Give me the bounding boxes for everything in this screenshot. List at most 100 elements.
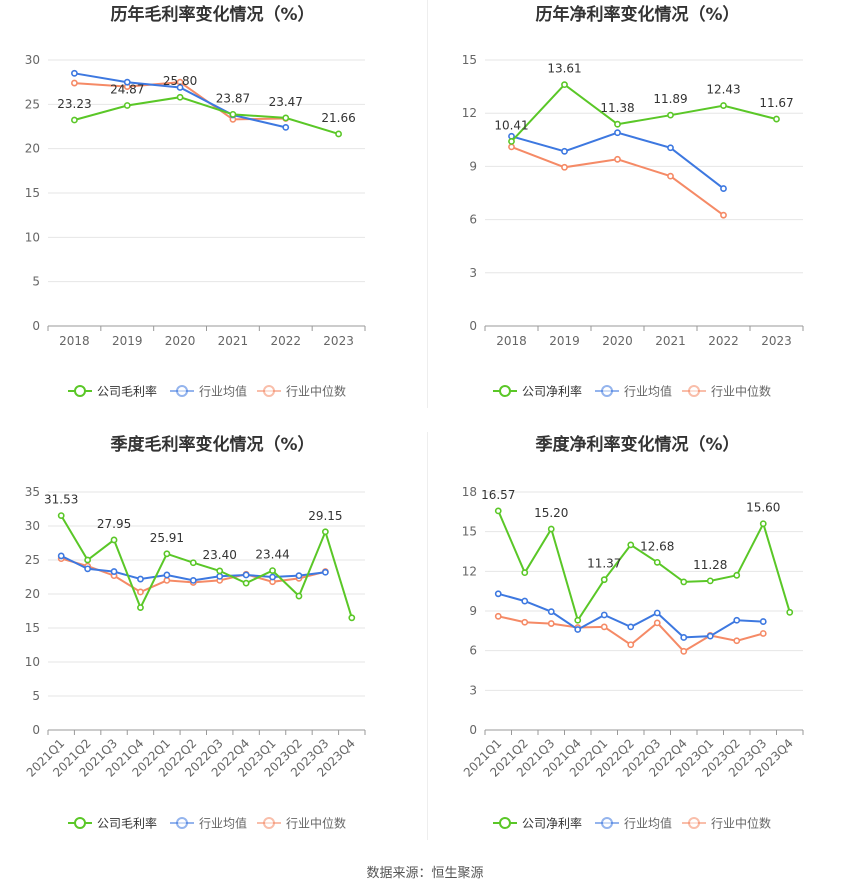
data-point (653, 558, 661, 566)
y-tick-label: 15 (462, 525, 477, 539)
data-label: 15.20 (534, 506, 568, 520)
legend-swatch-marker (499, 385, 511, 397)
y-tick-label: 18 (462, 485, 477, 499)
data-point (508, 143, 515, 151)
y-tick-label: 3 (469, 266, 477, 280)
data-point (561, 147, 568, 155)
y-tick-label: 30 (25, 519, 40, 533)
legend-item-1: 行业均值 (170, 816, 247, 831)
data-label: 24.87 (110, 82, 144, 96)
vertical-divider-bottom (427, 432, 428, 840)
data-label: 23.87 (216, 91, 250, 105)
data-point (189, 559, 197, 567)
y-tick-label: 15 (462, 53, 477, 67)
data-point (321, 528, 329, 536)
legend-label: 行业中位数 (286, 384, 346, 399)
data-label: 11.37 (587, 557, 621, 571)
legend-label: 行业均值 (624, 816, 672, 831)
data-point (680, 634, 688, 641)
x-tick-label: 2022 (270, 334, 301, 348)
x-tick-label: 2021 (218, 334, 249, 348)
data-point (242, 571, 250, 579)
legend-swatch-marker (688, 385, 700, 397)
y-tick-label: 0 (469, 319, 477, 333)
data-label: 12.43 (706, 83, 740, 97)
data-label: 23.44 (255, 548, 289, 562)
legend-swatch-marker (601, 817, 613, 829)
data-point (163, 571, 171, 579)
chart-title: 季度毛利率变化情况（%） (110, 434, 314, 455)
data-point (163, 576, 171, 584)
vertical-divider-top (427, 0, 428, 408)
data-point (348, 614, 356, 622)
data-label: 11.28 (693, 558, 727, 572)
y-tick-label: 0 (32, 319, 40, 333)
x-tick-label: 2019 (112, 334, 143, 348)
data-point (71, 116, 78, 124)
data-point (574, 616, 582, 624)
annual-gross-margin-chart: 历年毛利率变化情况（%） 0 5 10 15 20 25 30 2018 2019 2020 2021… (0, 0, 425, 415)
data-point (706, 632, 714, 640)
data-point (521, 618, 529, 626)
data-point (163, 550, 171, 558)
data-label: 23.23 (57, 97, 91, 111)
data-point (229, 110, 237, 118)
data-label: 11.38 (600, 101, 634, 115)
data-label: 11.67 (759, 96, 793, 110)
data-label: 29.15 (308, 509, 342, 523)
data-label: 21.66 (321, 111, 355, 125)
data-point (282, 123, 290, 131)
data-point (653, 619, 661, 627)
data-point (494, 507, 502, 515)
data-label: 10.41 (494, 118, 528, 132)
legend-swatch-marker (263, 385, 275, 397)
legend-label: 公司净利率 (522, 816, 582, 831)
data-label: 25.91 (150, 531, 184, 545)
x-tick-label: 2023 (323, 334, 354, 348)
y-tick-label: 30 (25, 53, 40, 67)
data-label: 31.53 (44, 493, 78, 507)
y-tick-label: 12 (462, 106, 477, 120)
data-point (242, 579, 250, 587)
data-point (295, 592, 303, 600)
data-point (335, 130, 342, 138)
data-label: 13.61 (547, 62, 581, 76)
series-line-0 (60, 515, 353, 619)
data-point (57, 512, 65, 519)
data-point (614, 129, 621, 137)
data-point (600, 611, 608, 619)
data-point (759, 630, 767, 637)
data-point (720, 211, 727, 219)
y-tick-label: 20 (25, 587, 40, 601)
data-point (600, 576, 608, 584)
x-tick-label: 2021 (655, 334, 686, 348)
y-tick-label: 15 (25, 186, 40, 200)
y-tick-label: 3 (469, 683, 477, 697)
data-point (627, 623, 635, 631)
data-point (720, 102, 727, 109)
data-point (600, 623, 608, 631)
data-point (667, 111, 674, 119)
series-line-0 (497, 510, 791, 623)
legend-label: 行业均值 (624, 384, 672, 399)
chart-svg: 季度毛利率变化情况（%）051015202530352021Q12021Q220… (24, 434, 366, 831)
data-point (494, 590, 502, 598)
data-point (123, 102, 131, 109)
data-point (561, 81, 568, 89)
legend-label: 行业中位数 (711, 384, 771, 399)
data-point (321, 568, 329, 576)
data-label: 25.80 (163, 74, 197, 88)
y-tick-label: 10 (25, 655, 40, 669)
chart-title: 历年净利率变化情况（%） (535, 4, 739, 25)
legend-label: 公司毛利率 (97, 384, 157, 399)
data-label: 23.40 (203, 548, 237, 562)
y-tick-label: 35 (25, 485, 40, 499)
legend-item-0: 公司毛利率 (68, 816, 157, 831)
legend-swatch-marker (74, 385, 86, 397)
x-tick-label: 2018 (59, 334, 90, 348)
data-label: 27.95 (97, 517, 131, 531)
data-point (216, 572, 224, 580)
data-point (110, 568, 118, 575)
data-point (733, 637, 741, 645)
y-tick-label: 0 (469, 723, 477, 737)
